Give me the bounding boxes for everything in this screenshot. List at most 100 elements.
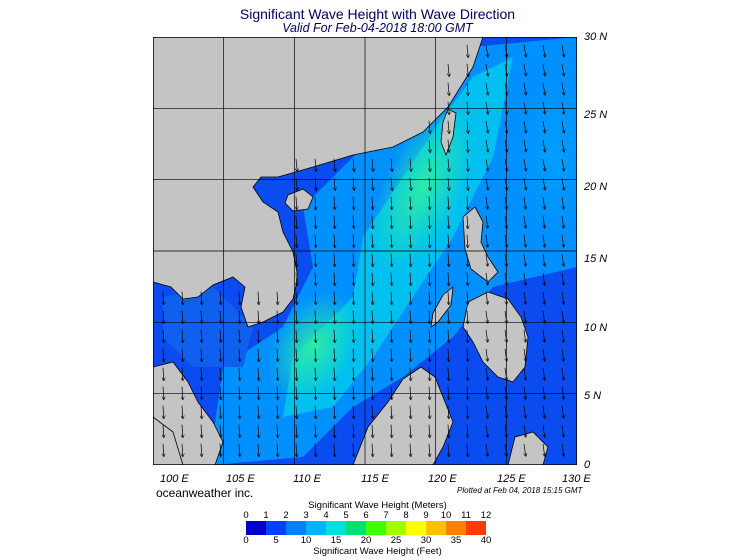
- wave-direction-arrow: [467, 82, 468, 96]
- wave-direction-arrow: [201, 443, 202, 457]
- feet-tick-label: 30: [420, 535, 432, 546]
- lon-label-120e: 120 E: [428, 473, 457, 485]
- colorbar-segment: [406, 521, 427, 535]
- wave-direction-arrow: [486, 348, 488, 361]
- wave-direction-arrow: [182, 329, 183, 343]
- wave-direction-arrow: [163, 310, 164, 324]
- wave-direction-arrow: [296, 367, 297, 381]
- wave-direction-arrow: [334, 196, 335, 210]
- wave-direction-arrow: [277, 443, 278, 457]
- wave-direction-arrow: [220, 348, 221, 362]
- lat-label-30n: 30 N: [584, 31, 608, 43]
- wave-direction-arrow: [315, 386, 316, 400]
- wave-direction-arrow: [504, 121, 507, 133]
- wave-direction-arrow: [372, 443, 373, 457]
- wave-direction-arrow: [163, 405, 164, 419]
- wave-direction-arrow: [220, 310, 221, 324]
- wave-direction-arrow: [410, 443, 411, 457]
- wave-direction-arrow: [334, 291, 335, 305]
- wave-direction-arrow: [315, 196, 316, 210]
- wave-direction-arrow: [201, 424, 202, 438]
- wave-direction-arrow: [543, 386, 545, 399]
- wave-direction-arrow: [391, 443, 392, 457]
- colorbar-segment: [426, 521, 447, 535]
- wave-direction-arrow: [448, 272, 449, 286]
- wave-direction-arrow: [315, 443, 316, 457]
- wave-direction-arrow: [391, 329, 392, 343]
- wave-direction-arrow: [561, 83, 564, 95]
- wave-direction-arrow: [504, 178, 507, 190]
- wave-direction-arrow: [410, 177, 411, 191]
- wave-direction-arrow: [182, 291, 183, 305]
- wave-direction-arrow: [353, 234, 354, 248]
- wave-direction-arrow: [543, 272, 545, 285]
- wave-direction-arrow: [523, 121, 526, 133]
- wave-direction-arrow: [220, 386, 221, 400]
- wave-direction-arrow: [182, 348, 183, 362]
- wave-direction-arrow: [543, 348, 545, 361]
- wave-direction-arrow: [391, 367, 392, 381]
- lat-label-15n: 15 N: [584, 253, 608, 265]
- credit-label: oceanweather inc.: [156, 486, 254, 500]
- wave-direction-arrow: [505, 196, 507, 209]
- wave-direction-arrow: [543, 215, 545, 228]
- wave-direction-arrow: [429, 291, 430, 305]
- wave-direction-arrow: [315, 348, 316, 362]
- wave-direction-arrow: [485, 45, 488, 57]
- wave-direction-arrow: [542, 83, 545, 95]
- wave-direction-arrow: [372, 158, 373, 172]
- wave-direction-arrow: [315, 405, 316, 419]
- wave-direction-arrow: [258, 310, 259, 324]
- feet-tick-label: 10: [300, 535, 312, 546]
- wave-direction-arrow: [239, 443, 240, 457]
- wave-direction-arrow: [448, 215, 449, 229]
- wave-zone-east: [513, 77, 577, 237]
- wave-direction-arrow: [163, 386, 164, 400]
- wave-direction-arrow: [524, 424, 526, 437]
- wave-direction-arrow: [523, 64, 526, 76]
- wave-direction-arrow: [448, 443, 449, 457]
- plotted-timestamp: Plotted at Feb 04, 2018 15:15 GMT: [457, 486, 583, 495]
- wave-direction-arrow: [239, 310, 240, 324]
- wave-direction-arrow: [467, 348, 468, 362]
- wave-direction-arrow: [296, 215, 297, 229]
- meter-tick-label: 8: [403, 510, 409, 521]
- wave-direction-arrow: [467, 443, 468, 457]
- wave-direction-arrow: [182, 386, 183, 400]
- wave-direction-arrow: [448, 82, 449, 96]
- wave-direction-arrow: [486, 291, 488, 304]
- lat-lon-grid: [153, 37, 577, 465]
- wave-direction-arrow: [448, 367, 449, 381]
- wave-direction-arrow: [485, 140, 488, 152]
- wave-direction-arrow: [505, 329, 507, 342]
- wave-direction-arrow: [296, 234, 297, 248]
- wave-direction-arrow: [505, 367, 507, 380]
- wave-direction-arrow: [353, 405, 354, 419]
- wave-direction-arrow: [315, 272, 316, 286]
- meter-tick-label: 4: [323, 510, 329, 521]
- wave-direction-arrow: [543, 405, 545, 418]
- wave-direction-arrow: [505, 386, 507, 399]
- wave-direction-arrow: [258, 386, 259, 400]
- wave-direction-arrow: [182, 424, 183, 438]
- wave-direction-arrow: [467, 120, 468, 134]
- wave-direction-arrow: [296, 272, 297, 286]
- wave-direction-arrow: [562, 424, 564, 437]
- wave-direction-arrow: [258, 329, 259, 343]
- wave-direction-arrow: [543, 196, 545, 209]
- wave-direction-arrow: [391, 253, 392, 267]
- wave-direction-arrow: [353, 443, 354, 457]
- wave-direction-arrow: [391, 310, 392, 324]
- wave-direction-arrow: [467, 424, 468, 438]
- wave-direction-arrow: [429, 139, 430, 153]
- wave-zone-high-south: [267, 291, 359, 403]
- wave-direction-arrow: [542, 121, 545, 133]
- wave-direction-arrow: [467, 291, 468, 305]
- wave-direction-arrow: [429, 215, 430, 229]
- land-mainland: [153, 37, 484, 328]
- wave-direction-arrow: [524, 215, 526, 228]
- wave-direction-arrow: [524, 443, 526, 456]
- wave-direction-arrow: [334, 158, 335, 172]
- wave-direction-arrow: [504, 64, 507, 76]
- wave-direction-arrow: [448, 386, 449, 400]
